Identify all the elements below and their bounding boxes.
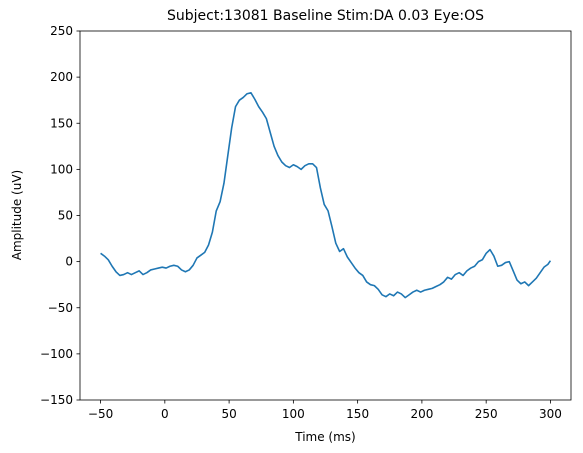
y-axis-label: Amplitude (uV) — [10, 170, 24, 261]
y-tick-label: −100 — [40, 347, 73, 361]
x-tick-label: 300 — [539, 407, 562, 421]
y-tick-label: 250 — [50, 24, 73, 38]
amplitude-series-line — [100, 92, 552, 299]
x-tick-label: −50 — [88, 407, 113, 421]
x-tick-label: 200 — [410, 407, 433, 421]
x-tick-label: 50 — [221, 407, 236, 421]
y-tick-label: 50 — [58, 209, 73, 223]
y-tick-label: 0 — [65, 255, 73, 269]
x-tick-label: 150 — [346, 407, 369, 421]
y-tick-label: 200 — [50, 70, 73, 84]
y-tick-label: 150 — [50, 116, 73, 130]
x-axis-label: Time (ms) — [294, 430, 356, 444]
x-tick-label: 100 — [282, 407, 305, 421]
y-tick-label: −150 — [40, 393, 73, 407]
y-tick-label: 100 — [50, 162, 73, 176]
y-tick-label: −50 — [48, 301, 73, 315]
x-axis-ticks: −50 0 50 100 150 200 250 300 — [88, 400, 562, 421]
chart-title: Subject:13081 Baseline Stim:DA 0.03 Eye:… — [167, 8, 484, 24]
plot-frame — [79, 30, 572, 401]
x-tick-label: 0 — [161, 407, 169, 421]
x-tick-label: 250 — [475, 407, 498, 421]
y-axis-ticks: −150 −100 −50 0 50 100 150 200 250 — [40, 24, 80, 407]
